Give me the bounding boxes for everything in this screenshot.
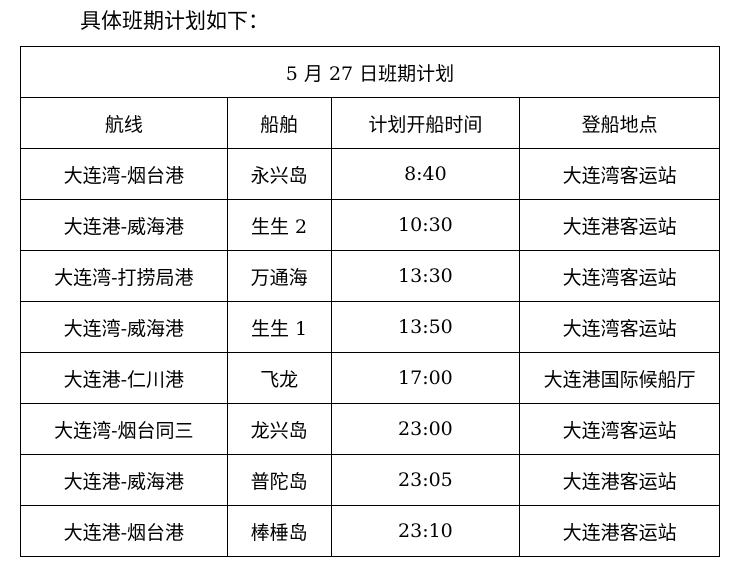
departure-time-cell: 23:10 <box>330 505 521 557</box>
route-cell: 大连港-烟台港 <box>20 505 228 557</box>
route-cell: 大连港-仁川港 <box>20 352 228 404</box>
schedule-table: 5 月 27 日班期计划 航线 船舶 计划开船时间 登船地点 大连湾-烟台港 永兴… <box>20 46 720 557</box>
ship-cell: 永兴岛 <box>226 148 332 200</box>
intro-text: 具体班期计划如下： <box>80 9 269 33</box>
route-cell: 大连港-威海港 <box>20 199 228 251</box>
table-row: 大连港-威海港 生生 2 10:30 大连港客运站 <box>20 199 720 251</box>
header-departure-time: 计划开船时间 <box>330 97 521 149</box>
departure-time-cell: 10:30 <box>330 199 521 251</box>
boarding-location-cell: 大连港客运站 <box>519 454 720 506</box>
header-boarding-location: 登船地点 <box>519 97 720 149</box>
table-title-row: 5 月 27 日班期计划 <box>20 46 720 98</box>
ship-cell: 飞龙 <box>226 352 332 404</box>
ship-cell: 生生 1 <box>226 301 332 353</box>
table-row: 大连港-仁川港 飞龙 17:00 大连港国际候船厅 <box>20 352 720 404</box>
ship-cell: 万通海 <box>226 250 332 302</box>
boarding-location-cell: 大连港客运站 <box>519 505 720 557</box>
departure-time-cell: 23:00 <box>330 403 521 455</box>
departure-time-cell: 17:00 <box>330 352 521 404</box>
ship-cell: 生生 2 <box>226 199 332 251</box>
boarding-location-cell: 大连湾客运站 <box>519 403 720 455</box>
boarding-location-cell: 大连湾客运站 <box>519 148 720 200</box>
table-row: 大连港-烟台港 棒棰岛 23:10 大连港客运站 <box>20 505 720 557</box>
route-cell: 大连湾-烟台港 <box>20 148 228 200</box>
boarding-location-cell: 大连湾客运站 <box>519 250 720 302</box>
departure-time-cell: 13:30 <box>330 250 521 302</box>
ship-cell: 普陀岛 <box>226 454 332 506</box>
ship-cell: 龙兴岛 <box>226 403 332 455</box>
table-row: 大连湾-威海港 生生 1 13:50 大连湾客运站 <box>20 301 720 353</box>
route-cell: 大连湾-烟台同三 <box>20 403 228 455</box>
header-ship: 船舶 <box>226 97 332 149</box>
departure-time-cell: 8:40 <box>330 148 521 200</box>
table-row: 大连湾-烟台港 永兴岛 8:40 大连湾客运站 <box>20 148 720 200</box>
table-title: 5 月 27 日班期计划 <box>20 46 720 98</box>
ship-cell: 棒棰岛 <box>226 505 332 557</box>
boarding-location-cell: 大连湾客运站 <box>519 301 720 353</box>
route-cell: 大连湾-威海港 <box>20 301 228 353</box>
table-row: 大连港-威海港 普陀岛 23:05 大连港客运站 <box>20 454 720 506</box>
header-route: 航线 <box>20 97 228 149</box>
departure-time-cell: 23:05 <box>330 454 521 506</box>
table-row: 大连湾-打捞局港 万通海 13:30 大连湾客运站 <box>20 250 720 302</box>
route-cell: 大连港-威海港 <box>20 454 228 506</box>
departure-time-cell: 13:50 <box>330 301 521 353</box>
table-header-row: 航线 船舶 计划开船时间 登船地点 <box>20 97 720 149</box>
route-cell: 大连湾-打捞局港 <box>20 250 228 302</box>
boarding-location-cell: 大连港客运站 <box>519 199 720 251</box>
boarding-location-cell: 大连港国际候船厅 <box>519 352 720 404</box>
table-row: 大连湾-烟台同三 龙兴岛 23:00 大连湾客运站 <box>20 403 720 455</box>
